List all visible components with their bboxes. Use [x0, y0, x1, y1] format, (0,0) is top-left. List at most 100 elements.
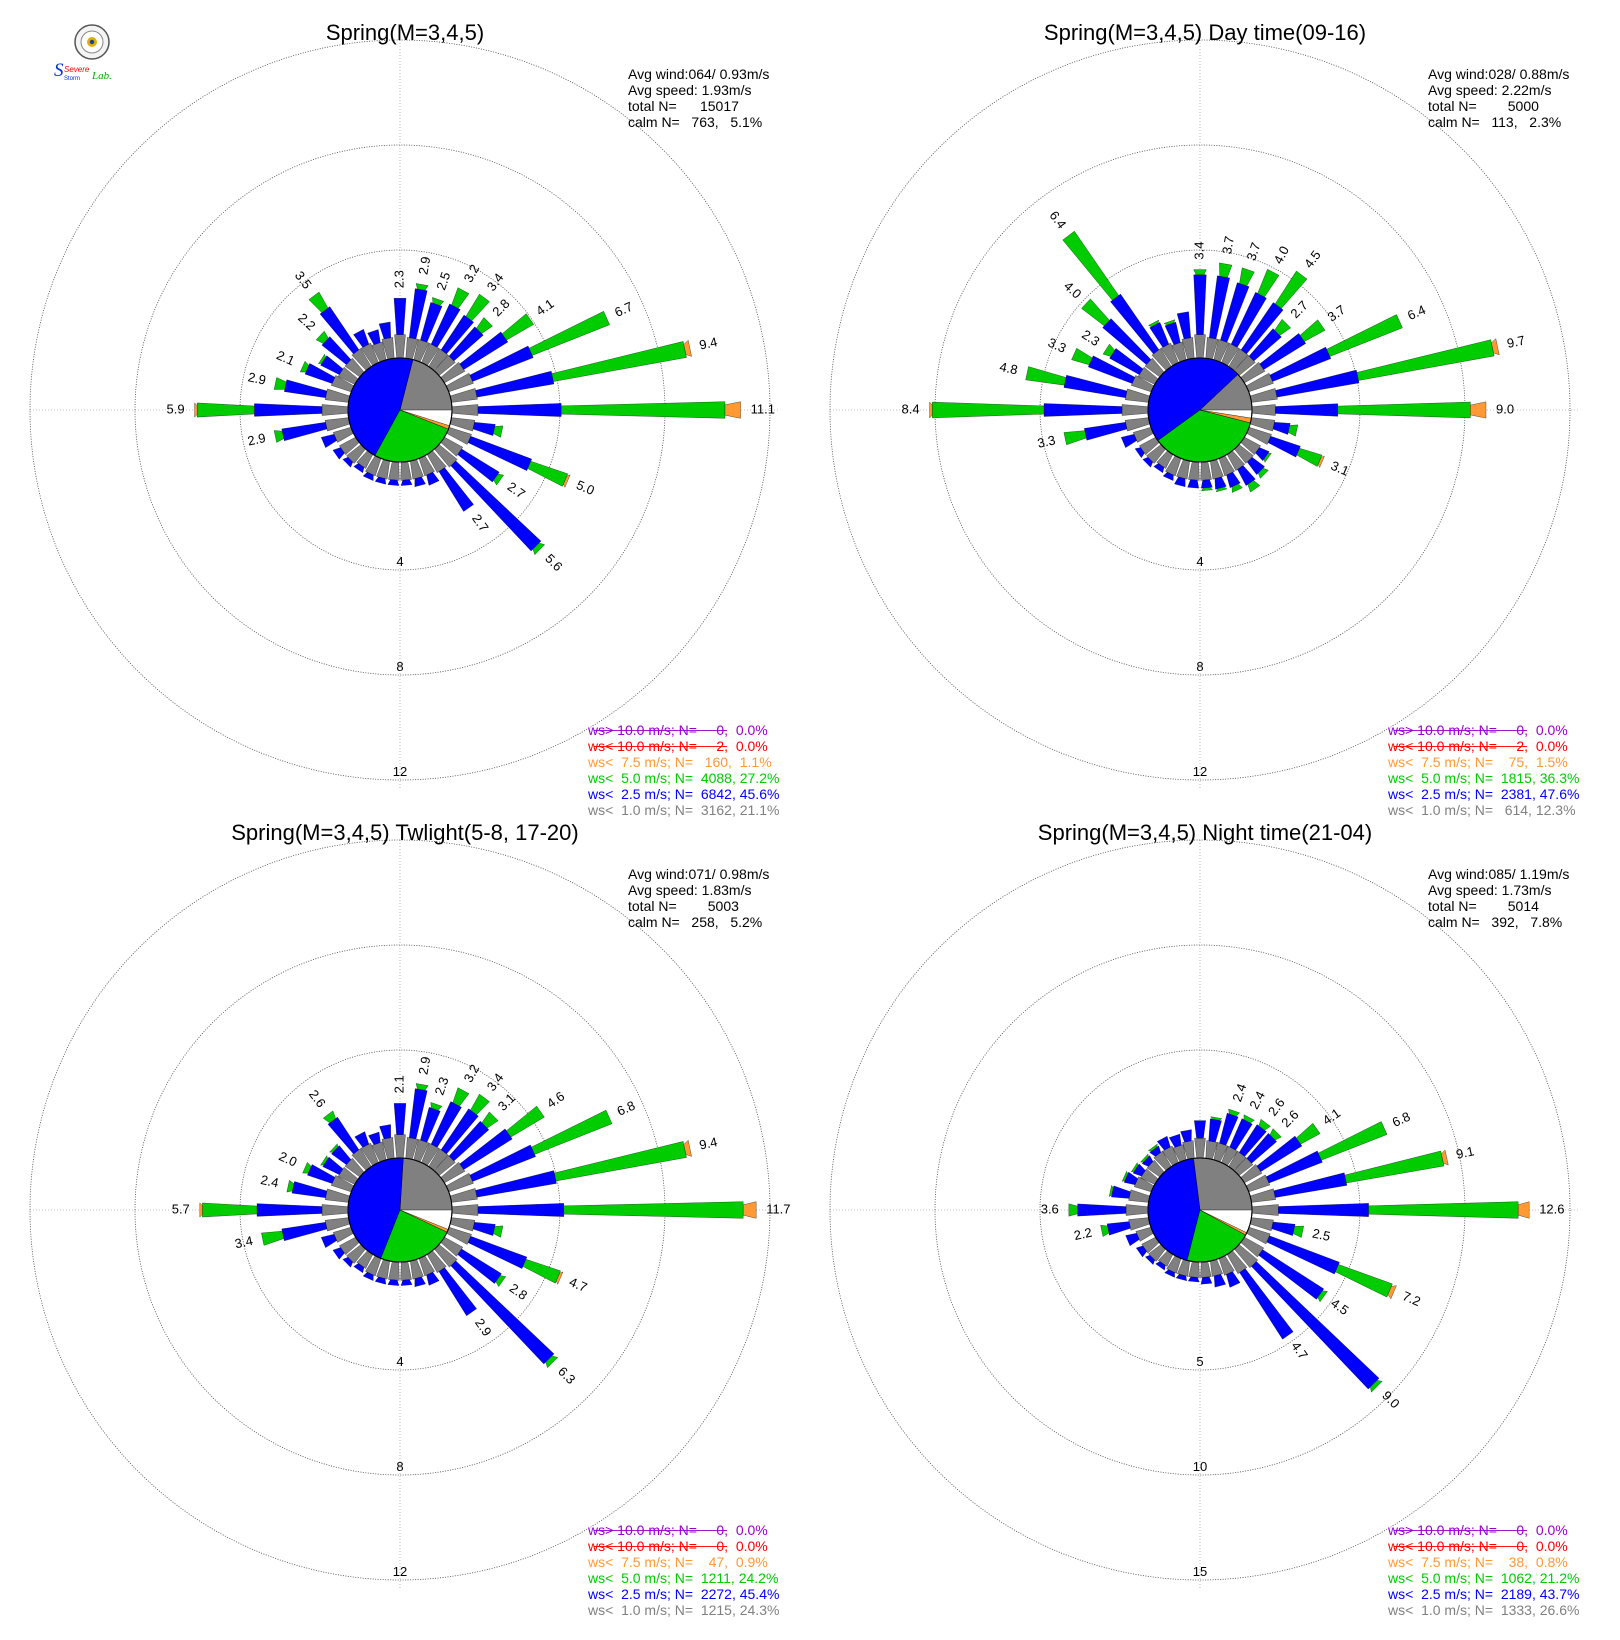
petal-segment-orange: [1441, 1149, 1449, 1166]
petal-segment-green: [545, 1355, 559, 1369]
petal-segment-blue: [1145, 1255, 1155, 1265]
petal-segment-blue: [400, 1279, 413, 1286]
petal-segment-blue: [1275, 369, 1360, 398]
legend-row: ws< 7.5 m/s; N= 160, 1.1%: [588, 754, 772, 770]
petal: [378, 321, 395, 360]
petal-segment-blue: [467, 436, 532, 471]
petal-segment-orange: [743, 1201, 757, 1219]
petal-segment-gray: [1124, 388, 1150, 403]
petal-segment-blue: [378, 321, 391, 340]
petal-segment-green: [1326, 314, 1403, 357]
petal-segment-blue: [400, 479, 413, 486]
petal: [1226, 450, 1261, 493]
petal-segment-green: [1228, 1108, 1240, 1117]
panel-title: Spring(M=3,4,5) Twlight(5-8, 17-20): [231, 820, 579, 845]
petal-segment-blue: [1123, 1171, 1138, 1185]
petal-segment-green: [563, 1201, 744, 1219]
petal: [413, 297, 445, 363]
petal-segment-green: [527, 461, 569, 487]
petal-segment-orange: [1387, 1285, 1397, 1300]
petal: [1228, 270, 1308, 371]
petal: [1250, 1149, 1449, 1203]
petal: [1240, 436, 1272, 463]
petal-segment-green: [1288, 424, 1299, 437]
petal-segment-green: [476, 317, 493, 334]
petal: [421, 287, 470, 366]
petal-segment-blue: [420, 302, 443, 343]
petal-segment-green: [315, 330, 329, 344]
petal-segment-blue: [281, 1222, 328, 1241]
petal-segment-green: [1318, 1121, 1388, 1161]
petal-segment-gray: [450, 1188, 478, 1203]
petal-segment-blue: [430, 1101, 462, 1148]
petal-segment-gray: [451, 404, 479, 416]
petal: [434, 444, 545, 555]
petal-segment-blue: [1174, 476, 1186, 487]
petal-value-label: 8.4: [902, 401, 920, 416]
petal-segment-green: [1108, 1184, 1114, 1197]
petal-segment-green: [470, 1093, 490, 1115]
petal: [451, 1201, 757, 1219]
petal-segment-green: [493, 425, 504, 438]
petal-segment-gray: [1251, 1204, 1279, 1216]
calm-pie: [1147, 1157, 1253, 1263]
petal-segment-green: [1274, 319, 1291, 336]
stats-box: Avg wind:071/ 0.98m/s Avg speed: 1.83m/s…: [628, 866, 769, 930]
petal-segment-green: [501, 313, 534, 341]
petal-value-label: 4.0: [1061, 278, 1084, 301]
petal-value-label: 2.1: [391, 1075, 406, 1093]
petal-segment-blue: [1272, 422, 1291, 435]
petal-value-label: 4.8: [998, 359, 1019, 377]
petal-segment-blue: [457, 448, 500, 483]
petal: [393, 298, 407, 359]
petal-segment-blue: [1175, 1274, 1187, 1281]
petal-value-label: 2.9: [472, 1316, 495, 1339]
petal-value-label: 3.4: [233, 1233, 254, 1251]
petal: [1062, 230, 1172, 371]
petal-segment-blue: [1043, 403, 1123, 417]
petal-segment-green: [1219, 262, 1233, 278]
windrose-plot: 481211.19.46.74.12.83.43.22.52.92.33.52.…: [29, 39, 780, 790]
petal-segment-blue: [342, 457, 353, 468]
petal: [428, 293, 490, 371]
petal-segment-green: [1243, 1114, 1255, 1124]
petal-segment-green: [1257, 268, 1280, 298]
petal-segment-gray: [1250, 1188, 1276, 1203]
petal-segment-blue: [1278, 1203, 1369, 1217]
petal-segment-blue: [457, 1248, 502, 1284]
petal-segment-green: [1163, 319, 1176, 326]
petal-value-label: 2.9: [246, 430, 267, 448]
petal: [1174, 459, 1190, 487]
petal: [332, 436, 360, 460]
petal-segment-blue: [440, 314, 474, 355]
stats-box: Avg wind:028/ 0.88m/s Avg speed: 2.22m/s…: [1428, 66, 1569, 130]
petal-segment-blue: [1164, 1269, 1175, 1278]
petal-value-label: 2.7: [505, 479, 528, 502]
logo-text-lab: Lab.: [91, 70, 112, 82]
petal-segment-gray: [451, 1204, 479, 1216]
petal-segment-blue: [1240, 302, 1284, 355]
legend-row: ws< 5.0 m/s; N= 1211, 24.2%: [588, 1570, 779, 1586]
petal-segment-blue: [477, 403, 562, 417]
petal-segment-blue: [1155, 1261, 1166, 1271]
petal-segment-green: [329, 1143, 338, 1153]
petal: [1100, 1217, 1150, 1237]
petal-segment-blue: [254, 403, 323, 417]
petal-segment-blue: [374, 1276, 386, 1285]
petal-segment-blue: [414, 476, 426, 487]
petal-segment-blue: [1187, 479, 1199, 489]
petal-value-label: 2.9: [415, 255, 433, 275]
petal-segment-green: [320, 1155, 328, 1166]
petal-segment-blue: [332, 447, 345, 460]
petal-segment-blue: [1209, 275, 1230, 340]
petal-segment-orange: [683, 339, 692, 357]
petal-segment-green: [261, 1230, 284, 1246]
petal: [410, 1259, 426, 1287]
petal-segment-gray: [321, 404, 349, 416]
petal-segment-green: [1356, 339, 1495, 381]
petal: [387, 461, 400, 486]
petal: [321, 427, 354, 448]
legend-row: ws< 7.5 m/s; N= 75, 1.5%: [1388, 754, 1568, 770]
petal-segment-blue: [1142, 457, 1153, 468]
petal: [1205, 262, 1233, 360]
